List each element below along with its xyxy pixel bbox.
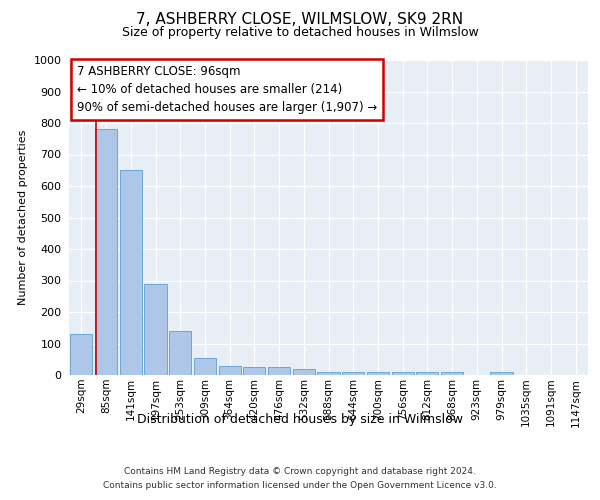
Text: Contains public sector information licensed under the Open Government Licence v3: Contains public sector information licen… xyxy=(103,481,497,490)
Bar xyxy=(243,367,265,375)
Bar xyxy=(392,372,414,375)
Bar xyxy=(367,372,389,375)
Y-axis label: Number of detached properties: Number of detached properties xyxy=(18,130,28,305)
Bar xyxy=(342,372,364,375)
Text: Contains HM Land Registry data © Crown copyright and database right 2024.: Contains HM Land Registry data © Crown c… xyxy=(124,468,476,476)
Bar xyxy=(490,372,512,375)
Bar xyxy=(194,358,216,375)
Text: 7 ASHBERRY CLOSE: 96sqm
← 10% of detached houses are smaller (214)
90% of semi-d: 7 ASHBERRY CLOSE: 96sqm ← 10% of detache… xyxy=(77,64,377,114)
Text: Distribution of detached houses by size in Wilmslow: Distribution of detached houses by size … xyxy=(137,412,463,426)
Bar xyxy=(70,334,92,375)
Bar xyxy=(441,372,463,375)
Bar xyxy=(169,331,191,375)
Bar xyxy=(145,284,167,375)
Bar xyxy=(218,366,241,375)
Bar xyxy=(119,170,142,375)
Bar xyxy=(268,367,290,375)
Bar xyxy=(317,372,340,375)
Bar xyxy=(416,372,439,375)
Text: Size of property relative to detached houses in Wilmslow: Size of property relative to detached ho… xyxy=(122,26,478,39)
Bar xyxy=(293,368,315,375)
Text: 7, ASHBERRY CLOSE, WILMSLOW, SK9 2RN: 7, ASHBERRY CLOSE, WILMSLOW, SK9 2RN xyxy=(136,12,464,28)
Bar xyxy=(95,130,117,375)
